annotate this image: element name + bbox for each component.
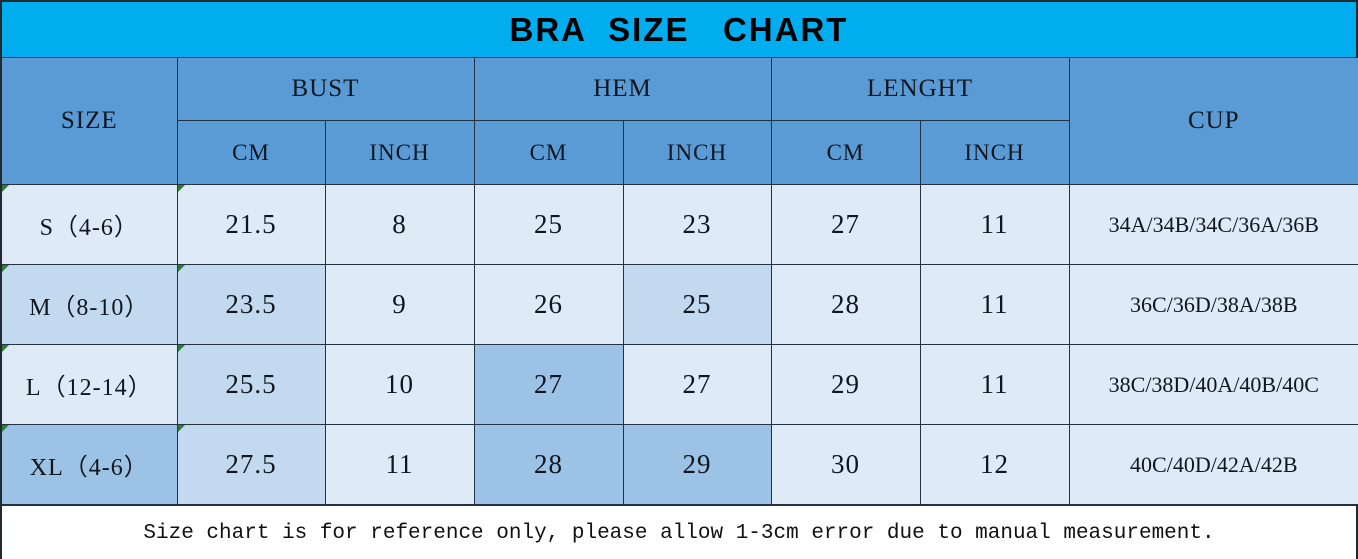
cell-bust-cm: 23.5 [176, 264, 326, 345]
cell-hem-inch: 23 [622, 184, 772, 265]
table-row: M（8-10） 23.5 9 26 25 28 11 36C/36D/38A/3… [0, 264, 1358, 345]
cell-length-cm: 28 [770, 264, 921, 345]
disclaimer-text: Size chart is for reference only, please… [143, 521, 1215, 545]
cell-size: M（8-10） [0, 264, 178, 345]
table-header: SIZE BUST HEM LENGHT CUP CM INCH CM INCH… [0, 57, 1358, 185]
header-bust-cm: CM [176, 120, 326, 185]
chart-title-bar: BRA SIZE CHART [0, 0, 1358, 57]
cell-hem-cm: 27 [473, 344, 624, 425]
table-row: L（12-14） 25.5 10 27 27 29 11 38C/38D/40A… [0, 344, 1358, 425]
header-length: LENGHT [770, 57, 1070, 121]
cell-length-cm: 27 [770, 184, 921, 265]
header-cup: CUP [1068, 57, 1358, 185]
cell-size: L（12-14） [0, 344, 178, 425]
header-bust: BUST [176, 57, 475, 121]
cell-length-inch: 11 [919, 184, 1070, 265]
cell-bust-cm: 25.5 [176, 344, 326, 425]
header-hem: HEM [473, 57, 772, 121]
cell-cup: 36C/36D/38A/38B [1068, 264, 1358, 345]
cell-hem-cm: 28 [473, 424, 624, 505]
cell-cup: 34A/34B/34C/36A/36B [1068, 184, 1358, 265]
header-row-groups: SIZE BUST HEM LENGHT CUP [0, 57, 1358, 185]
cell-hem-cm: 25 [473, 184, 624, 265]
size-chart-table: SIZE BUST HEM LENGHT CUP CM INCH CM INCH… [0, 57, 1358, 505]
cell-length-cm: 29 [770, 344, 921, 425]
cell-size: XL（4-6） [0, 424, 178, 505]
cell-bust-cm: 27.5 [176, 424, 326, 505]
table-row: XL（4-6） 27.5 11 28 29 30 12 40C/40D/42A/… [0, 424, 1358, 505]
cell-cup: 38C/38D/40A/40B/40C [1068, 344, 1358, 425]
cell-hem-inch: 27 [622, 344, 772, 425]
cell-length-inch: 11 [919, 344, 1070, 425]
page-title: BRA SIZE CHART [509, 10, 849, 48]
footer-note: Size chart is for reference only, please… [0, 505, 1358, 559]
table-body: S（4-6） 21.5 8 25 23 27 11 34A/34B/34C/36… [0, 184, 1358, 505]
cell-bust-cm: 21.5 [176, 184, 326, 265]
cell-length-cm: 30 [770, 424, 921, 505]
header-row-units: CM INCH CM INCH CM INCH [1, 120, 1358, 185]
cell-bust-inch: 10 [324, 344, 475, 425]
cell-hem-inch: 29 [622, 424, 772, 505]
cell-cup: 40C/40D/42A/42B [1068, 424, 1358, 505]
cell-length-inch: 11 [919, 264, 1070, 345]
cell-bust-inch: 8 [324, 184, 475, 265]
cell-hem-inch: 25 [622, 264, 772, 345]
header-length-inch: INCH [919, 120, 1070, 185]
header-bust-inch: INCH [324, 120, 475, 185]
header-hem-inch: INCH [622, 120, 772, 185]
cell-length-inch: 12 [919, 424, 1070, 505]
header-length-cm: CM [770, 120, 921, 185]
cell-bust-inch: 9 [324, 264, 475, 345]
header-hem-cm: CM [473, 120, 624, 185]
cell-hem-cm: 26 [473, 264, 624, 345]
cell-bust-inch: 11 [324, 424, 475, 505]
cell-size: S（4-6） [0, 184, 178, 265]
table-row: S（4-6） 21.5 8 25 23 27 11 34A/34B/34C/36… [0, 184, 1358, 265]
header-size: SIZE [0, 57, 178, 185]
